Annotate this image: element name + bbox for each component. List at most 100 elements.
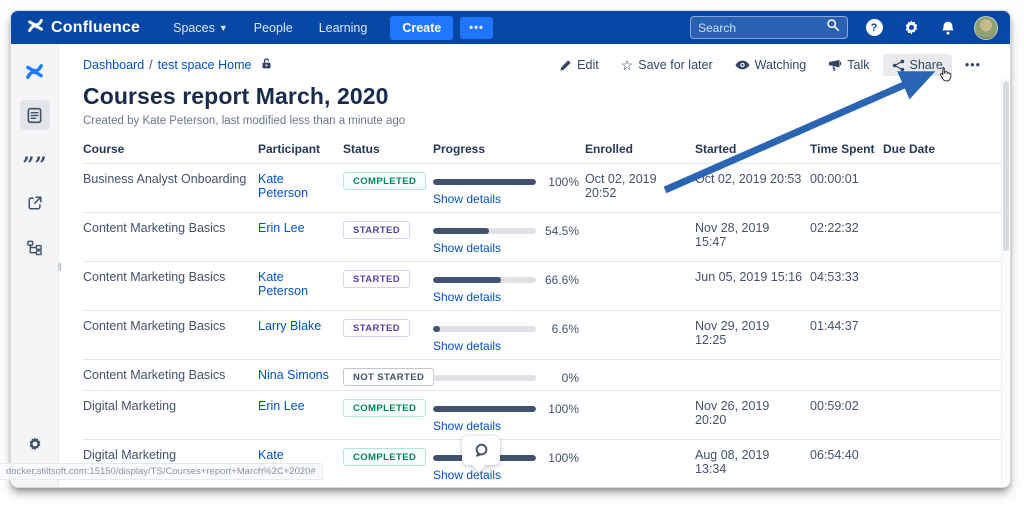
course-cell: Business Analyst Onboarding — [83, 172, 247, 186]
time-spent-cell: 01:44:37 — [810, 319, 859, 333]
time-spent-cell: 00:59:02 — [810, 399, 859, 413]
page-actions: Edit ☆ Save for later Watching Talk — [550, 54, 990, 76]
enrolled-cell — [585, 360, 695, 372]
progress-line: 6.6% — [433, 319, 579, 336]
table-header-row: Course Participant Status Progress Enrolled S… — [83, 137, 1010, 163]
progress-bar-fill — [433, 228, 489, 234]
participant-link[interactable]: Kate Peterson — [258, 172, 309, 200]
time-spent-cell: 04:53:33 — [810, 270, 859, 284]
started-cell — [695, 360, 810, 372]
breadcrumb-space-home[interactable]: test space Home — [157, 58, 252, 72]
sidebar-resize-handle[interactable]: ‖ — [57, 262, 63, 274]
table-row: Content Marketing Basics Erin Lee STARTED 5… — [83, 212, 1010, 261]
status-badge: COMPLETED — [343, 172, 427, 190]
progress-line: 54.5% — [433, 221, 579, 238]
nav-learning[interactable]: Learning — [318, 20, 368, 35]
column-header: Course — [83, 142, 125, 156]
table-row: Digital Marketing Erin Lee COMPLETED 100% Sh… — [83, 390, 1010, 439]
participant-link[interactable]: Erin Lee — [258, 399, 305, 413]
progress-cell: 100% Show details — [433, 440, 585, 487]
status-cell: COMPLETED — [343, 440, 433, 472]
due-date-cell — [883, 360, 977, 372]
talk-button[interactable]: Talk — [819, 54, 878, 76]
breadcrumb-dashboard[interactable]: Dashboard — [83, 58, 145, 72]
table-row: Content Marketing Basics Kate Peterson STA… — [83, 261, 1010, 310]
courses-report-table: Course Participant Status Progress Enrolled S… — [83, 137, 1010, 487]
course-cell: Digital Marketing — [83, 448, 177, 462]
table-row: Content Marketing Basics Nina Simons NOT S… — [83, 359, 1010, 390]
notifications-bell-icon[interactable] — [937, 17, 959, 39]
participant-link[interactable]: Larry Blake — [258, 319, 322, 333]
search-box[interactable] — [690, 16, 848, 39]
user-avatar[interactable] — [974, 15, 998, 40]
edit-button[interactable]: Edit — [550, 54, 608, 76]
progress-cell: 66.6% Show details — [433, 262, 585, 310]
show-details-link[interactable]: Show details — [433, 419, 502, 433]
participant-cell: Erin Lee — [258, 213, 343, 241]
show-details-link[interactable]: Show details — [433, 192, 502, 206]
brand-name: Confluence — [51, 18, 141, 36]
megaphone-icon — [828, 59, 842, 72]
status-cell: STARTED — [343, 262, 433, 294]
nav-more-button[interactable]: ••• — [460, 16, 493, 39]
watching-button[interactable]: Watching — [726, 54, 816, 76]
progress-bar-track — [433, 228, 536, 234]
breadcrumb-separator: / — [149, 58, 153, 72]
inline-comment-bubble-button[interactable] — [462, 436, 500, 465]
column-header: Time Spent — [810, 142, 875, 156]
due-date-cell — [883, 391, 977, 405]
started-cell: Oct 02, 2019 20:53 — [695, 172, 802, 186]
space-logo-icon[interactable] — [20, 56, 50, 86]
column-header: Status — [343, 142, 380, 156]
confluence-logo[interactable]: Confluence — [27, 17, 140, 39]
share-button[interactable]: Share — [882, 54, 952, 76]
star-icon: ☆ — [620, 57, 634, 73]
help-icon[interactable]: ? — [863, 17, 885, 39]
progress-percent: 100% — [548, 402, 579, 416]
vertical-scrollbar[interactable] — [1001, 77, 1010, 487]
participant-link[interactable]: Kate Peterson — [258, 270, 309, 298]
participant-link[interactable]: Nina Simons — [258, 368, 329, 382]
status-cell: STARTED — [343, 213, 433, 245]
settings-gear-icon[interactable] — [900, 17, 922, 39]
progress-percent: 100% — [548, 175, 579, 189]
search-icon[interactable] — [826, 18, 840, 37]
browser-status-url: docker.stiltsoft.com:15150/display/TS/Co… — [0, 463, 323, 480]
unrestricted-lock-icon[interactable] — [260, 57, 273, 73]
blog-quote-icon[interactable]: ”” — [22, 152, 47, 177]
pages-icon[interactable] — [19, 100, 50, 130]
table-body: Business Analyst Onboarding Kate Peterson… — [83, 163, 1010, 487]
pencil-icon — [559, 59, 572, 72]
status-badge: STARTED — [343, 319, 410, 337]
enrolled-cell: Oct 02, 2019 20:52 — [585, 172, 657, 200]
due-date-cell — [883, 213, 977, 227]
due-date-cell — [883, 262, 977, 276]
progress-percent: 0% — [561, 371, 579, 385]
course-cell: Content Marketing Basics — [83, 221, 226, 235]
enrolled-cell — [585, 213, 695, 227]
participant-link[interactable]: Erin Lee — [258, 221, 305, 235]
progress-bar-fill — [433, 179, 536, 185]
progress-percent: 54.5% — [544, 224, 579, 238]
show-details-link[interactable]: Show details — [433, 290, 502, 304]
page-tree-icon[interactable] — [20, 232, 50, 262]
time-spent-cell: 06:54:40 — [810, 448, 859, 462]
enrolled-cell — [585, 391, 695, 405]
page-more-button[interactable]: ••• — [956, 54, 990, 76]
progress-bar-track — [433, 277, 536, 283]
status-badge: COMPLETED — [343, 448, 427, 466]
show-details-link[interactable]: Show details — [433, 468, 502, 482]
course-cell: Digital Marketing — [83, 399, 177, 413]
scrollbar-thumb[interactable] — [1003, 81, 1009, 251]
create-button[interactable]: Create — [390, 15, 454, 40]
show-details-link[interactable]: Show details — [433, 339, 502, 353]
nav-spaces[interactable]: Spaces ▼ — [173, 20, 228, 35]
started-cell: Nov 28, 2019 15:47 — [695, 221, 770, 249]
save-for-later-button[interactable]: ☆ Save for later — [612, 54, 722, 76]
search-input[interactable] — [698, 20, 820, 35]
progress-percent: 66.6% — [544, 273, 579, 287]
nav-people[interactable]: People — [253, 20, 293, 35]
show-details-link[interactable]: Show details — [433, 241, 502, 255]
space-settings-gear-icon[interactable] — [20, 429, 50, 459]
shortcuts-icon[interactable] — [20, 188, 50, 218]
